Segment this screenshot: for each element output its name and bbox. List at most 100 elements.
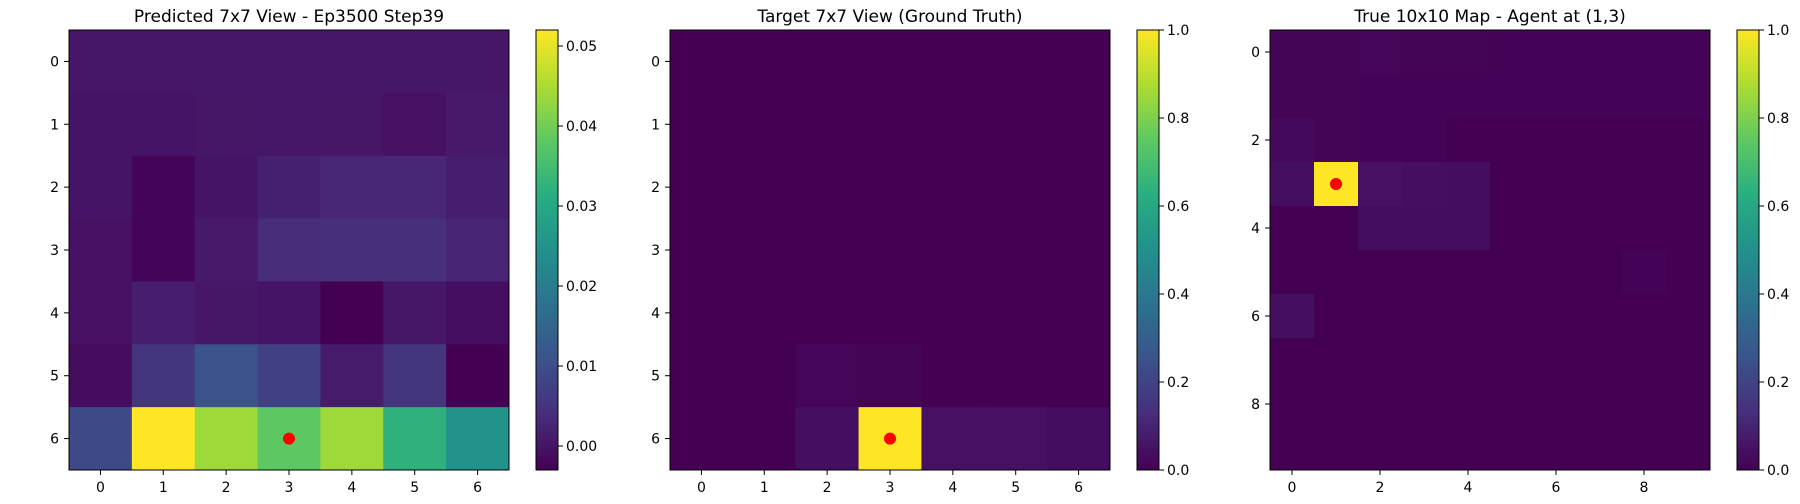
heatmap-cell bbox=[446, 344, 510, 408]
heatmap-cell bbox=[732, 281, 797, 345]
x-tick-label: 3 bbox=[886, 480, 895, 496]
heatmap-cell bbox=[257, 281, 321, 345]
heatmap-cell bbox=[1534, 206, 1579, 251]
heatmap-cell bbox=[257, 344, 321, 408]
heatmap-cell bbox=[446, 281, 510, 345]
heatmap-cell bbox=[1534, 294, 1579, 339]
y-tick-label: 0 bbox=[50, 54, 59, 70]
heatmap-cell bbox=[1666, 338, 1711, 383]
heatmap-cell bbox=[921, 30, 985, 94]
heatmap-cell bbox=[1314, 206, 1359, 251]
heatmap-cell bbox=[858, 344, 922, 408]
heatmap-cell bbox=[1402, 30, 1447, 75]
heatmap-cell bbox=[1047, 218, 1111, 282]
heatmap-cell bbox=[69, 344, 133, 408]
heatmap-cell bbox=[984, 344, 1048, 408]
heatmap-cell bbox=[1622, 162, 1667, 207]
heatmap-cell bbox=[1270, 118, 1315, 163]
heatmap-cell bbox=[1534, 338, 1579, 383]
heatmap-cell bbox=[1534, 426, 1579, 471]
heatmap-cell bbox=[446, 407, 510, 471]
heatmap-cell bbox=[1666, 206, 1711, 251]
colorbar-tick-label: 0.4 bbox=[1167, 287, 1189, 303]
heatmap-cell bbox=[1314, 338, 1359, 383]
heatmap-cell bbox=[1358, 426, 1403, 471]
heatmap-cell bbox=[69, 30, 133, 94]
heatmap-cell bbox=[670, 155, 734, 219]
heatmap-cell bbox=[1270, 30, 1315, 75]
heatmap-cell bbox=[1666, 250, 1711, 295]
heatmap-cell bbox=[732, 344, 797, 408]
heatmap-cell bbox=[1314, 294, 1359, 339]
heatmap-cell bbox=[732, 407, 797, 471]
heatmap-cell bbox=[383, 155, 447, 219]
heatmap-cell bbox=[1270, 162, 1315, 207]
heatmap-cell bbox=[1314, 426, 1359, 471]
heatmap-cell bbox=[1490, 118, 1535, 163]
heatmap-cell bbox=[1402, 294, 1447, 339]
heatmap-cell bbox=[1270, 338, 1315, 383]
heatmap-cell bbox=[1402, 206, 1447, 251]
heatmap-cell bbox=[69, 92, 133, 157]
heatmap-cell bbox=[921, 155, 985, 219]
heatmap-cell bbox=[383, 30, 447, 94]
colorbar-tick-label: 1.0 bbox=[1167, 23, 1189, 39]
heatmap-cell bbox=[795, 92, 859, 157]
heatmap-cell bbox=[1314, 30, 1359, 75]
heatmap-cell bbox=[1578, 426, 1623, 471]
heatmap-cell bbox=[320, 344, 384, 408]
heatmap-cell bbox=[257, 30, 321, 94]
heatmap-cell bbox=[1047, 30, 1111, 94]
y-tick-label: 2 bbox=[50, 180, 59, 196]
heatmap-cell bbox=[1622, 250, 1667, 295]
colorbar: 0.0 0.2 0.4 0.6 0.8 1.0 bbox=[1736, 23, 1789, 479]
x-tick-label: 0 bbox=[697, 480, 706, 496]
colorbar-tick-label: 0.00 bbox=[566, 439, 597, 455]
heatmap-cell bbox=[795, 30, 859, 94]
heatmap-cell bbox=[670, 218, 734, 282]
heatmap-cell bbox=[1490, 30, 1535, 75]
heatmap-cell bbox=[732, 155, 797, 219]
heatmap-cell bbox=[194, 281, 258, 345]
x-tick-label: 6 bbox=[473, 480, 482, 496]
heatmap-cell bbox=[1490, 74, 1535, 119]
colorbar-tick-label: 0.8 bbox=[1167, 111, 1189, 127]
heatmap-cell bbox=[1270, 382, 1315, 427]
heatmap-cell bbox=[1666, 382, 1711, 427]
heatmap-cell bbox=[670, 281, 734, 345]
x-tick-label: 6 bbox=[1552, 480, 1561, 496]
heatmap-cell bbox=[984, 155, 1048, 219]
heatmap-cell bbox=[1358, 338, 1403, 383]
y-tick-label: 6 bbox=[50, 432, 59, 448]
heatmap-cell bbox=[1578, 294, 1623, 339]
x-tick-label: 0 bbox=[1288, 480, 1297, 496]
colorbar-tick-label: 0.0 bbox=[1167, 463, 1189, 479]
x-tick-label: 2 bbox=[1376, 480, 1385, 496]
heatmap-cell bbox=[194, 218, 258, 282]
heatmap-cell bbox=[1622, 338, 1667, 383]
y-tick-label: 1 bbox=[50, 117, 59, 133]
y-tick-label: 2 bbox=[651, 180, 660, 196]
heatmap-cell bbox=[1490, 426, 1535, 471]
heatmap-cell bbox=[1622, 118, 1667, 163]
panel-title: Predicted 7x7 View - Ep3500 Step39 bbox=[134, 7, 444, 27]
heatmap-cell bbox=[131, 92, 196, 157]
heatmap-cell bbox=[921, 344, 985, 408]
heatmap-cell bbox=[194, 407, 258, 471]
heatmap-cell bbox=[1358, 294, 1403, 339]
heatmap-cell bbox=[1446, 206, 1491, 251]
colorbar-tick-label: 0.02 bbox=[566, 279, 597, 295]
heatmap-cell bbox=[858, 281, 922, 345]
x-tick-label: 0 bbox=[96, 480, 105, 496]
y-tick-label: 6 bbox=[651, 432, 660, 448]
heatmap-cell bbox=[69, 281, 133, 345]
heatmap-cell bbox=[1047, 155, 1111, 219]
heatmap-cell bbox=[1490, 294, 1535, 339]
heatmap-cell bbox=[383, 92, 447, 157]
heatmap-cell bbox=[1047, 281, 1111, 345]
heatmap-cell bbox=[446, 218, 510, 282]
x-tick-label: 4 bbox=[1464, 480, 1473, 496]
heatmap-cell bbox=[1578, 382, 1623, 427]
y-tick-label: 2 bbox=[1251, 133, 1260, 149]
